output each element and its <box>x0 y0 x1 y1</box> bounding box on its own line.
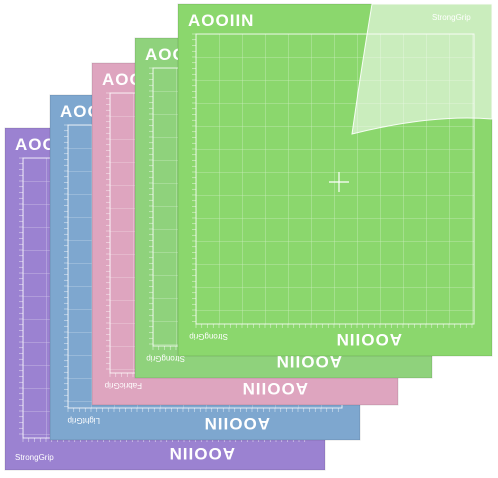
brand-logo-inverted: AOOIIN <box>242 379 308 398</box>
mat-ruler <box>192 33 473 328</box>
cutting-mat: AOOIINAOOIINStrongGripStrongGrip <box>177 3 493 357</box>
protective-film <box>351 3 493 135</box>
center-crosshair <box>329 172 349 192</box>
brand-logo-inverted: AOOIIN <box>169 444 235 463</box>
brand-logo-inverted: AOOIIN <box>336 330 402 349</box>
grip-label: StrongGrip <box>15 453 54 462</box>
grip-label-inverted: StrongGrip <box>189 332 228 341</box>
grip-label-inverted: FabricGrip <box>104 381 142 390</box>
mat-ruler <box>64 124 339 412</box>
grip-label-inverted: StrongGrip <box>146 354 185 363</box>
grip-label-inverted: LightGrip <box>67 416 100 425</box>
brand-logo-inverted: AOOIIN <box>276 352 342 371</box>
brand-logo-inverted: AOOIIN <box>204 414 270 433</box>
brand-logo: AOOIIN <box>188 11 254 30</box>
